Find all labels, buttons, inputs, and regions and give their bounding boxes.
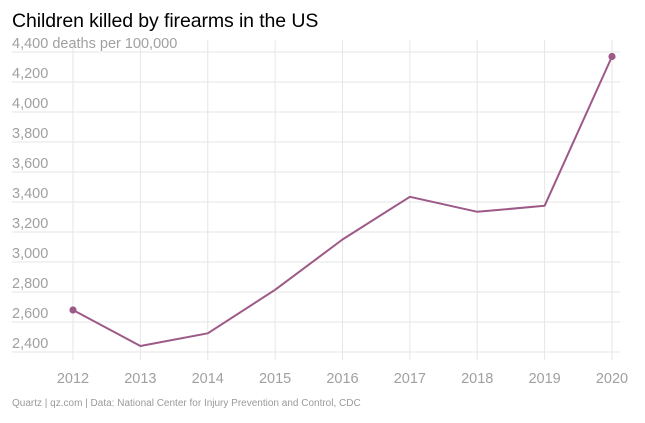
y-tick-label: 3,800 <box>12 126 48 142</box>
y-tick-label: 4,200 <box>12 66 48 82</box>
y-tick-label: 2,400 <box>12 336 48 352</box>
x-tick-label: 2014 <box>192 371 224 387</box>
x-tick-label: 2020 <box>596 371 628 387</box>
y-tick-label: 3,600 <box>12 156 48 172</box>
gridlines <box>12 40 620 360</box>
y-axis-ticks: 2,400 2,600 2,800 3,000 3,200 3,400 3,600 3,800… <box>12 36 177 352</box>
series-line <box>72 55 613 347</box>
chart-title: Children killed by firearms in the US <box>12 10 319 32</box>
y-tick-label: 4,400 deaths per 100,000 <box>12 36 177 52</box>
endpoint-markers <box>69 52 616 314</box>
y-tick-label: 4,000 <box>12 96 48 112</box>
y-tick-label: 2,800 <box>12 276 48 292</box>
x-axis-ticks: 2012 2013 2014 2015 2016 2017 2018 2019 2020 <box>57 371 628 387</box>
end-point-marker <box>608 52 616 61</box>
x-tick-label: 2016 <box>326 371 358 387</box>
x-tick-label: 2015 <box>259 371 291 387</box>
start-point-marker <box>69 306 77 314</box>
y-tick-label: 2,600 <box>12 306 48 322</box>
source-footer: Quartz | qz.com | Data: National Center … <box>12 398 361 409</box>
x-tick-label: 2018 <box>461 371 493 387</box>
x-tick-label: 2012 <box>57 371 89 387</box>
x-tick-label: 2013 <box>124 371 156 387</box>
y-tick-label: 3,000 <box>12 246 48 262</box>
y-tick-label: 3,200 <box>12 216 48 232</box>
y-tick-label: 3,400 <box>12 186 48 202</box>
x-tick-label: 2019 <box>528 371 560 387</box>
x-tick-label: 2017 <box>394 371 426 387</box>
